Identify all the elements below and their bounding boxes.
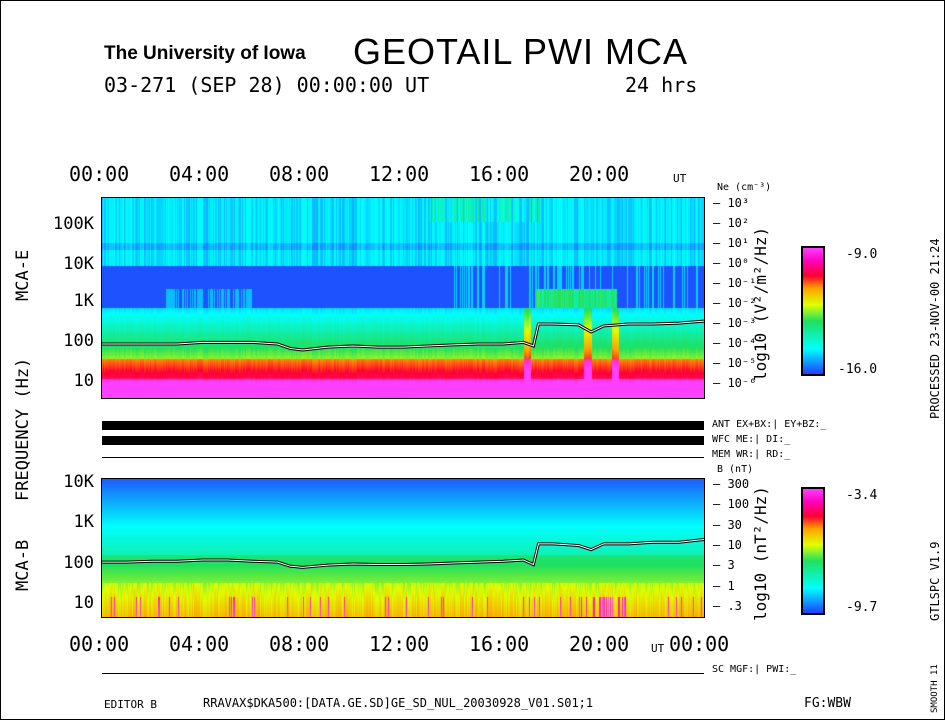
b-tick-label: .3 — [727, 598, 742, 613]
b-tick: – 300 — [713, 477, 750, 491]
ne-tick: – 10⁻¹ — [713, 276, 757, 290]
mca-e-freq-tick: 10 — [73, 371, 94, 391]
time-tick-bottom: 00:00 — [669, 632, 730, 656]
time-tick-bottom: 08:00 — [269, 632, 330, 656]
mem-status-line — [102, 457, 704, 458]
time-tick-bottom: 12:00 — [369, 632, 430, 656]
b-tick: – .3 — [713, 598, 742, 613]
wfc-status-bar — [102, 436, 704, 445]
ne-tick: – 10⁰ — [713, 256, 750, 270]
b-tick: – 30 — [713, 517, 742, 532]
version-label: GTLSPC V1.9 — [928, 541, 942, 621]
time-tick-top: 00:00 — [69, 162, 130, 186]
file-path: RRAVAX$DKA500:[DATA.GE.SD]GE_SD_NUL_2003… — [203, 696, 594, 710]
ne-tick-label: 10¹ — [727, 236, 750, 250]
duration-label: 24 hrs — [625, 73, 698, 97]
mca-e-frame — [101, 197, 705, 399]
mca-e-freq-tick: 10K — [63, 254, 94, 274]
time-tick-top: 12:00 — [369, 162, 430, 186]
mca-b-cbar-min: -9.7 — [846, 600, 878, 615]
mca-b-label: MCA-B — [13, 539, 33, 591]
mca-e-cbar-min: -16.0 — [838, 362, 878, 377]
mca-e-freq-tick: 100 — [63, 331, 94, 351]
ne-tick-label: 10⁰ — [727, 256, 750, 270]
ne-tick: – 10⁻⁴ — [713, 336, 757, 350]
b-tick: – 100 — [713, 497, 750, 512]
mca-e-label: MCA-E — [13, 249, 33, 301]
mca-b-freq-tick: 10K — [63, 472, 94, 492]
ant-status-bar — [102, 421, 704, 430]
ant-status: ANT EX+BX:| EY+BZ:_ — [712, 419, 827, 430]
time-tick-top: 16:00 — [469, 162, 530, 186]
time-tick-top: 04:00 — [169, 162, 230, 186]
plot-title: GEOTAIL PWI MCA — [353, 31, 689, 72]
ne-tick-label: 10³ — [727, 196, 750, 210]
time-tick-bottom: 16:00 — [469, 632, 530, 656]
smooth-label: SMOOTH 11 — [930, 664, 940, 713]
ne-tick: – 10² — [713, 216, 750, 230]
b-tick: – 10 — [713, 537, 742, 552]
mca-b-freq-tick: 100 — [63, 553, 94, 573]
editor-label: EDITOR B — [104, 698, 157, 711]
time-tick-bottom: 20:00 — [569, 632, 630, 656]
ne-axis-title: Ne (cm⁻³) — [717, 182, 772, 193]
Ne-line — [102, 320, 704, 351]
ut-label-bottom: UT — [651, 642, 665, 655]
b-line — [102, 537, 704, 569]
ne-tick-label: 10⁻² — [727, 296, 757, 310]
time-tick-top: 08:00 — [269, 162, 330, 186]
mca-b-colorbar — [801, 487, 825, 615]
frequency-axis-label: FREQUENCY (Hz) — [13, 357, 33, 501]
mca-e-freq-tick: 100K — [53, 214, 94, 234]
B-line — [102, 538, 704, 568]
ne-tick-label: 10⁻⁴ — [727, 336, 757, 350]
time-tick-top: 20:00 — [569, 162, 630, 186]
processed-label: PROCESSED 23-NOV-00 21:24 — [928, 238, 942, 419]
ne-tick-label: 10² — [727, 216, 750, 230]
ne-tick-label: 10⁻³ — [727, 316, 757, 330]
ne-tick: – 10⁻³ — [713, 316, 757, 330]
ne-tick: – 10⁻² — [713, 296, 757, 310]
ne-tick: – 10¹ — [713, 236, 750, 250]
b-tick-label: 30 — [727, 517, 742, 532]
mca-b-freq-tick: 1K — [73, 512, 94, 532]
ne-tick: – 10⁻⁵ — [713, 356, 757, 370]
mca-e-colorbar — [801, 246, 825, 376]
b-tick: – 3 — [713, 558, 735, 573]
mca-e-cbar-max: -9.0 — [846, 247, 878, 262]
date-label: 03-271 (SEP 28) 00:00:00 UT — [104, 73, 430, 97]
mca-e-spectrogram — [102, 198, 704, 398]
b-tick: – 1 — [713, 578, 735, 593]
time-tick-bottom: 00:00 — [69, 632, 130, 656]
ne-tick: – 10³ — [713, 196, 750, 210]
mca-b-spectrogram — [102, 479, 704, 617]
institution: The University of Iowa — [104, 43, 306, 64]
ne-tick-label: 10⁻⁵ — [727, 356, 757, 370]
fg-label: FG:WBW — [804, 696, 851, 711]
mem-status: MEM WR:| RD:_ — [712, 449, 791, 460]
b-tick-label: 300 — [727, 477, 750, 491]
sc-status: SC MGF:| PWI:_ — [712, 664, 797, 675]
ne-tick-label: 10⁻¹ — [727, 276, 757, 290]
mca-b-cbar-label: log10 (nT²/Hz) — [751, 486, 770, 621]
ne-tick: – 10⁻⁶ — [713, 376, 757, 390]
wfc-status: WFC ME:| DI:_ — [712, 434, 791, 445]
sc-status-line — [102, 673, 704, 674]
b-axis-title: B (nT) — [717, 464, 754, 475]
b-tick-label: 10 — [727, 537, 742, 552]
b-tick-label: 100 — [727, 497, 750, 512]
b-tick-label: 1 — [727, 578, 735, 593]
ne-line — [102, 319, 704, 352]
mca-b-frame — [101, 478, 705, 618]
ut-label-top: UT — [673, 172, 687, 185]
mca-e-freq-tick: 1K — [73, 291, 94, 311]
ne-tick-label: 10⁻⁶ — [727, 376, 757, 390]
b-tick-label: 3 — [727, 558, 735, 573]
mca-e-cbar-label: log10 (V²/m²/Hz) — [751, 226, 770, 381]
time-tick-bottom: 04:00 — [169, 632, 230, 656]
mca-b-freq-tick: 10 — [73, 593, 94, 613]
mca-b-cbar-max: -3.4 — [846, 488, 878, 503]
